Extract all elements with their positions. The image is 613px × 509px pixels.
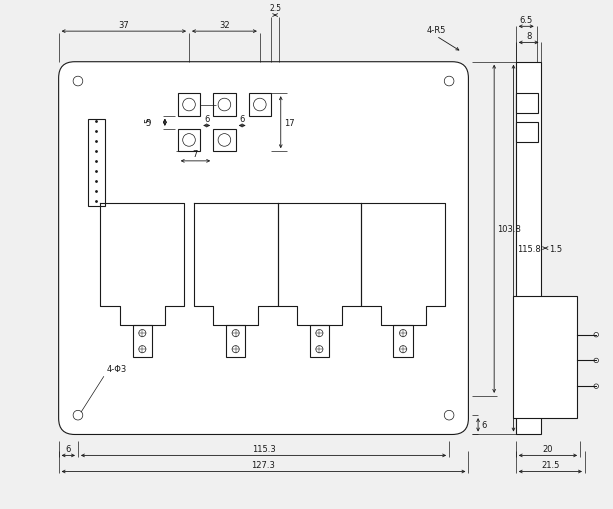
Text: 4-R5: 4-R5	[427, 26, 446, 35]
Text: 20: 20	[543, 444, 553, 453]
Circle shape	[73, 77, 83, 87]
Text: 6: 6	[66, 444, 71, 453]
Text: 5: 5	[145, 119, 150, 127]
Text: 103.8: 103.8	[497, 225, 521, 234]
Text: 6: 6	[481, 420, 487, 430]
Text: 1.5: 1.5	[549, 244, 563, 253]
Bar	[516, 94, 538, 114]
Bar	[213, 129, 235, 152]
Text: 2.5: 2.5	[269, 5, 281, 13]
Bar	[178, 94, 200, 117]
Circle shape	[139, 330, 146, 337]
Text: 6.5: 6.5	[520, 16, 533, 24]
Bar	[213, 94, 235, 117]
Text: 32: 32	[219, 20, 230, 30]
Text: 7: 7	[192, 150, 198, 159]
Circle shape	[316, 346, 323, 353]
Text: 6: 6	[240, 115, 245, 124]
Bar	[226, 325, 245, 357]
Circle shape	[183, 99, 196, 111]
Text: 5: 5	[144, 118, 153, 123]
Circle shape	[594, 333, 598, 337]
Bar	[310, 325, 329, 357]
Text: 127.3: 127.3	[251, 460, 275, 469]
Circle shape	[183, 134, 196, 147]
Text: 6: 6	[204, 115, 210, 124]
Circle shape	[254, 99, 266, 111]
Circle shape	[139, 346, 146, 353]
Bar	[516, 123, 538, 143]
Circle shape	[400, 330, 406, 337]
Text: 37: 37	[118, 20, 129, 30]
Bar	[248, 94, 271, 117]
Circle shape	[444, 77, 454, 87]
Circle shape	[232, 330, 239, 337]
Text: 115.3: 115.3	[252, 444, 275, 453]
Text: 115.8: 115.8	[517, 244, 541, 253]
Circle shape	[218, 99, 230, 111]
Circle shape	[594, 358, 598, 363]
Text: 17: 17	[284, 119, 295, 127]
FancyBboxPatch shape	[59, 63, 468, 435]
Circle shape	[218, 134, 230, 147]
Text: 8: 8	[526, 32, 531, 41]
Circle shape	[232, 346, 239, 353]
Bar	[132, 325, 152, 357]
Circle shape	[444, 411, 454, 420]
Bar	[512, 296, 577, 418]
Bar	[516, 63, 541, 435]
Circle shape	[594, 384, 598, 389]
Circle shape	[400, 346, 406, 353]
Bar	[88, 120, 105, 207]
Text: 4-Φ3: 4-Φ3	[107, 364, 127, 374]
Bar	[178, 129, 200, 152]
Bar	[394, 325, 413, 357]
Circle shape	[316, 330, 323, 337]
Circle shape	[73, 411, 83, 420]
Text: 21.5: 21.5	[541, 460, 560, 469]
